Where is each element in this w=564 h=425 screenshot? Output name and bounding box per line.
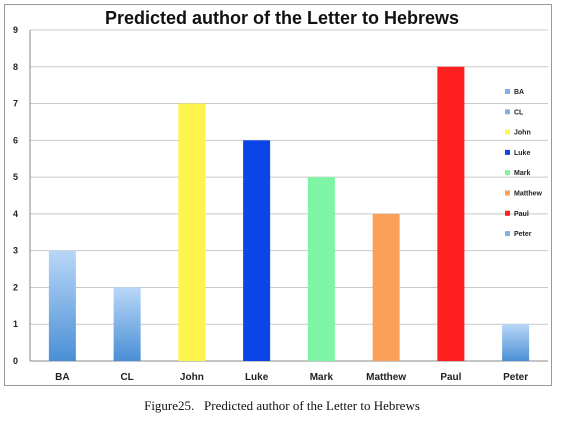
chart-title: Predicted author of the Letter to Hebrew…	[105, 8, 459, 28]
x-tick-label: Paul	[440, 372, 461, 383]
legend-swatch	[505, 109, 510, 115]
bar-chart: Predicted author of the Letter to Hebrew…	[13, 8, 548, 383]
legend-swatch	[505, 149, 510, 155]
bar-peter	[502, 324, 530, 361]
legend: BA CL John Luke Mark Matthew Paul Peter	[505, 89, 543, 238]
y-tick-label: 9	[13, 25, 18, 35]
legend-label: John	[514, 130, 531, 137]
x-tick-label: Mark	[310, 372, 334, 383]
figure-caption: Figure25. Predicted author of the Letter…	[144, 398, 420, 413]
legend-label: CL	[514, 109, 524, 116]
bar-paul	[437, 66, 465, 362]
x-tick-label: Peter	[503, 372, 528, 383]
x-tick-label: BA	[55, 372, 69, 383]
legend-label: Paul	[514, 211, 529, 218]
legend-label: Peter	[514, 231, 532, 238]
legend-swatch	[505, 89, 510, 94]
y-tick-label: 0	[13, 356, 18, 366]
y-tick-label: 1	[13, 319, 18, 329]
y-tick-label: 4	[13, 209, 18, 219]
y-tick-label: 6	[13, 135, 18, 145]
legend-label: Mark	[514, 170, 530, 177]
bar-john	[178, 103, 206, 362]
legend-label: BA	[514, 89, 524, 96]
bar-ba	[48, 250, 76, 361]
y-tick-label: 7	[13, 99, 18, 109]
bar-luke	[243, 140, 271, 361]
legend-label: Luke	[514, 150, 530, 157]
y-tick-label: 2	[13, 282, 18, 292]
bar-mark	[307, 177, 335, 361]
y-tick-label: 5	[13, 172, 18, 182]
bar-cl	[113, 287, 141, 361]
legend-swatch	[505, 129, 510, 135]
bar-matthew	[372, 213, 400, 361]
legend-swatch	[505, 170, 510, 176]
y-tick-label: 8	[13, 62, 18, 72]
legend-swatch	[505, 210, 510, 216]
x-tick-label: Luke	[245, 372, 269, 383]
y-tick-label: 3	[13, 246, 18, 256]
legend-swatch	[505, 231, 510, 237]
x-tick-label: John	[180, 372, 204, 383]
legend-swatch	[505, 190, 510, 196]
x-tick-label: Matthew	[366, 372, 406, 383]
legend-label: Matthew	[514, 191, 543, 198]
x-tick-label: CL	[120, 372, 133, 383]
